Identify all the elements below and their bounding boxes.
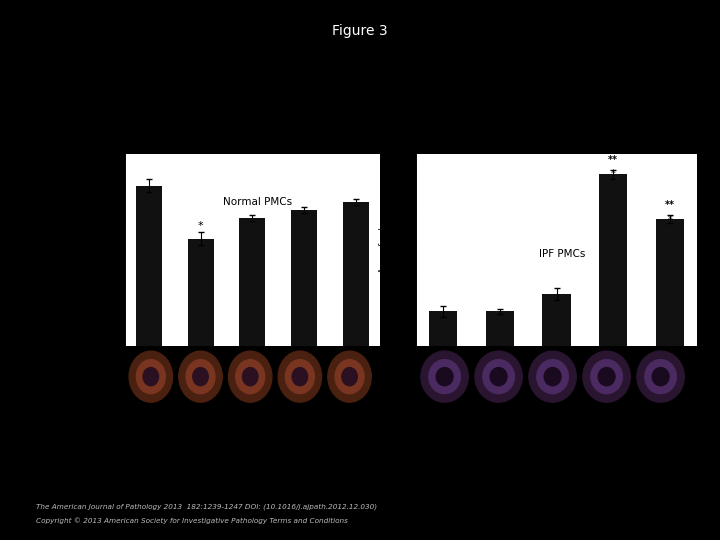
Circle shape <box>436 368 453 386</box>
Circle shape <box>193 368 208 386</box>
Bar <box>542 294 571 346</box>
Circle shape <box>186 360 215 394</box>
Circle shape <box>129 351 173 402</box>
Circle shape <box>143 368 158 386</box>
Circle shape <box>285 360 315 394</box>
Circle shape <box>136 360 166 394</box>
Bar <box>599 174 627 346</box>
Circle shape <box>537 360 568 394</box>
Bar <box>240 218 265 346</box>
Bar <box>291 210 317 346</box>
Circle shape <box>591 360 622 394</box>
Bar <box>429 312 457 346</box>
Text: **: ** <box>608 155 618 165</box>
Circle shape <box>342 368 357 386</box>
Circle shape <box>483 360 514 394</box>
Circle shape <box>475 351 522 402</box>
Circle shape <box>645 360 676 394</box>
Circle shape <box>179 351 222 402</box>
Circle shape <box>243 368 258 386</box>
Text: *: * <box>667 215 672 225</box>
Circle shape <box>328 351 372 402</box>
Bar <box>656 219 684 346</box>
Circle shape <box>583 351 630 402</box>
Text: *: * <box>611 170 616 179</box>
Y-axis label: Area of gel: Area of gel <box>87 227 96 273</box>
Bar <box>136 186 162 346</box>
Text: **: ** <box>665 200 675 211</box>
Circle shape <box>228 351 272 402</box>
Circle shape <box>652 368 669 386</box>
Circle shape <box>335 360 364 394</box>
Text: Copyright © 2013 American Society for Investigative Pathology Terms and Conditio: Copyright © 2013 American Society for In… <box>36 517 348 524</box>
Circle shape <box>637 351 684 402</box>
Circle shape <box>235 360 265 394</box>
Text: Normal PMCs: Normal PMCs <box>223 197 292 207</box>
Bar <box>486 312 514 346</box>
Circle shape <box>292 368 307 386</box>
Circle shape <box>490 368 507 386</box>
Circle shape <box>529 351 576 402</box>
Text: IPF PMCs: IPF PMCs <box>539 248 585 259</box>
Circle shape <box>598 368 615 386</box>
Y-axis label: Area of gel: Area of gel <box>379 227 388 273</box>
Text: B: B <box>382 143 395 160</box>
Text: Figure 3: Figure 3 <box>332 24 388 38</box>
Text: The American Journal of Pathology 2013  182:1239-1247 DOI: (10.1016/j.ajpath.201: The American Journal of Pathology 2013 1… <box>36 503 377 510</box>
Text: A: A <box>84 143 96 160</box>
Circle shape <box>421 351 468 402</box>
Bar <box>188 239 214 346</box>
Circle shape <box>429 360 460 394</box>
Circle shape <box>544 368 561 386</box>
Bar <box>343 202 369 346</box>
Text: *: * <box>198 220 204 231</box>
Circle shape <box>278 351 322 402</box>
